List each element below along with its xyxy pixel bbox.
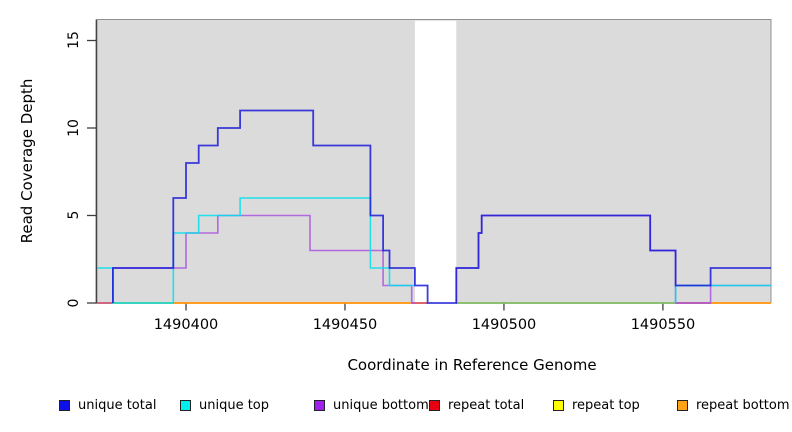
- x-axis-title: Coordinate in Reference Genome: [347, 356, 597, 374]
- legend-item-repeat-total: repeat total: [429, 396, 524, 414]
- legend-label: repeat total: [448, 397, 525, 413]
- unique-total-swatch-icon: [59, 399, 70, 411]
- y-tick-5: 5: [66, 210, 82, 220]
- legend-item-unique-total: unique total: [59, 396, 156, 414]
- series-unique-top: [97, 197, 415, 304]
- y-tick-10: 10: [66, 119, 82, 137]
- legend-item-unique-bottom: unique bottom: [314, 396, 429, 414]
- y-axis-title: Read Coverage Depth: [18, 78, 36, 244]
- repeat-total-swatch-icon: [429, 399, 440, 411]
- legend-label: repeat bottom: [696, 397, 790, 413]
- legend-item-repeat-bottom: repeat bottom: [677, 396, 790, 414]
- x-axis-title-row: Coordinate in Reference Genome: [0, 356, 792, 374]
- series-unique-total: [112, 109, 771, 304]
- no-data-gap: [414, 20, 457, 303]
- unique-top-swatch-icon: [180, 399, 191, 411]
- repeat-bottom-swatch-icon: [677, 399, 688, 411]
- unique-bottom-swatch-icon: [314, 399, 325, 411]
- legend-label: unique top: [199, 397, 270, 413]
- x-tick-1490500: 1490500: [471, 317, 537, 333]
- plot-border: [96, 19, 772, 303]
- x-tick-1490400: 1490400: [153, 317, 219, 333]
- legend-label: repeat top: [572, 397, 640, 413]
- x-tick-1490550: 1490550: [630, 317, 696, 333]
- legend-label: unique bottom: [333, 397, 429, 413]
- legend-item-unique-top: unique top: [180, 396, 269, 414]
- legend-item-repeat-top: repeat top: [553, 396, 640, 414]
- legend-label: unique total: [78, 397, 157, 413]
- y-tick-15: 15: [66, 31, 82, 49]
- repeat-top-swatch-icon: [553, 399, 564, 411]
- y-tick-0: 0: [66, 298, 82, 308]
- x-tick-1490450: 1490450: [312, 317, 378, 333]
